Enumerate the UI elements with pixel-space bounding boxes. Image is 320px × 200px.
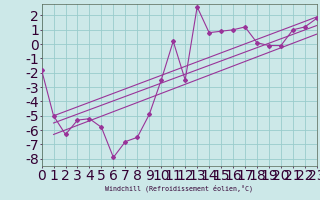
X-axis label: Windchill (Refroidissement éolien,°C): Windchill (Refroidissement éolien,°C) [105, 185, 253, 192]
